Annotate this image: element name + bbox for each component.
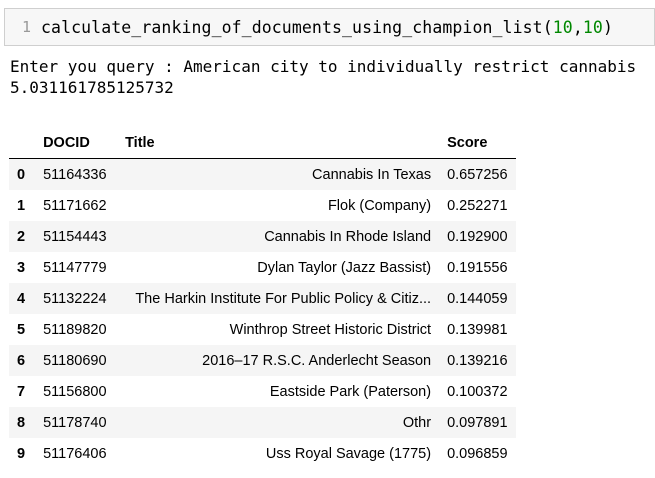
close-paren: ) — [602, 17, 613, 37]
row-score: 0.657256 — [447, 166, 508, 183]
row-index: 8 — [17, 414, 26, 431]
table-row: 3 51147779 Dylan Taylor (Jazz Bassist) 0… — [9, 252, 516, 283]
open-paren: ( — [542, 17, 553, 37]
row-docid: 51154443 — [43, 228, 107, 245]
row-docid: 51147779 — [43, 259, 107, 276]
line-number: 1 — [21, 18, 31, 36]
row-title: The Harkin Institute For Public Policy &… — [135, 290, 432, 307]
row-docid: 51180690 — [43, 352, 107, 369]
row-title: Winthrop Street Historic District — [229, 321, 432, 338]
row-index: 4 — [17, 290, 26, 307]
function-name: calculate_ranking_of_documents_using_cha… — [41, 17, 543, 37]
row-index: 2 — [17, 228, 26, 245]
cell-output: Enter you query : American city to indiv… — [10, 56, 636, 98]
row-docid: 51171662 — [43, 197, 107, 214]
row-title: Cannabis In Rhode Island — [264, 228, 432, 245]
row-index: 1 — [17, 197, 26, 214]
comma: , — [572, 17, 583, 37]
row-title: 2016–17 R.S.C. Anderlecht Season — [202, 352, 432, 369]
header-title: Title — [117, 128, 440, 159]
row-score: 0.139216 — [447, 352, 508, 369]
row-docid: 51132224 — [43, 290, 107, 307]
row-score: 0.097891 — [447, 414, 508, 431]
query-line: Enter you query : American city to indiv… — [10, 57, 637, 76]
row-docid: 51189820 — [43, 321, 107, 338]
table-row: 9 51176406 Uss Royal Savage (1775) 0.096… — [9, 438, 516, 469]
table-row: 2 51154443 Cannabis In Rhode Island 0.19… — [9, 221, 516, 252]
row-docid: 51164336 — [43, 166, 107, 183]
code-line[interactable]: calculate_ranking_of_documents_using_cha… — [41, 18, 613, 37]
row-index: 3 — [17, 259, 26, 276]
table-row: 6 51180690 2016–17 R.S.C. Anderlecht Sea… — [9, 345, 516, 376]
table-row: 4 51132224 The Harkin Institute For Publ… — [9, 283, 516, 314]
header-index — [9, 128, 36, 159]
code-cell[interactable]: 1 calculate_ranking_of_documents_using_c… — [4, 8, 655, 46]
row-score: 0.191556 — [447, 259, 508, 276]
table-header-row: DOCID Title Score — [9, 128, 516, 159]
row-docid: 51176406 — [43, 445, 107, 462]
row-score: 0.139981 — [447, 321, 508, 338]
row-score: 0.096859 — [447, 445, 508, 462]
argument-2: 10 — [582, 17, 603, 37]
row-title: Uss Royal Savage (1775) — [265, 445, 432, 462]
header-docid: DOCID — [35, 128, 118, 159]
row-title: Eastside Park (Paterson) — [269, 383, 432, 400]
row-score: 0.252271 — [447, 197, 508, 214]
table-row: 7 51156800 Eastside Park (Paterson) 0.10… — [9, 376, 516, 407]
row-score: 0.144059 — [447, 290, 508, 307]
argument-1: 10 — [552, 17, 573, 37]
table-row: 0 51164336 Cannabis In Texas 0.657256 — [9, 158, 516, 190]
table-row: 1 51171662 Flok (Company) 0.252271 — [9, 190, 516, 221]
row-score: 0.100372 — [447, 383, 508, 400]
row-docid: 51178740 — [43, 414, 107, 431]
header-score: Score — [439, 128, 516, 159]
row-index: 6 — [17, 352, 26, 369]
results-table: DOCID Title Score 0 51164336 Cannabis In… — [9, 128, 516, 469]
row-title: Othr — [402, 414, 432, 431]
row-title: Dylan Taylor (Jazz Bassist) — [257, 259, 432, 276]
row-title: Flok (Company) — [327, 197, 432, 214]
row-score: 0.192900 — [447, 228, 508, 245]
row-docid: 51156800 — [43, 383, 107, 400]
table-row: 8 51178740 Othr 0.097891 — [9, 407, 516, 438]
table-row: 5 51189820 Winthrop Street Historic Dist… — [9, 314, 516, 345]
row-title: Cannabis In Texas — [312, 166, 432, 183]
row-index: 9 — [17, 445, 26, 462]
row-index: 5 — [17, 321, 26, 338]
row-index: 7 — [17, 383, 26, 400]
row-index: 0 — [17, 166, 26, 183]
elapsed-time: 5.031161785125732 — [10, 78, 174, 97]
